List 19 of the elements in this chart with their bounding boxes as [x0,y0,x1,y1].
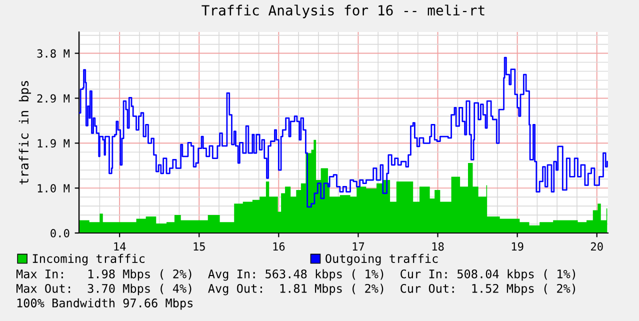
text: Max Out: 3.70 Mbps ( 4%) Avg Out: 1.81 Mbps ( 2%) Cur Out: 1.52 Mbps ( 2%) [16,284,576,296]
x-tick-label: 20 [591,242,603,251]
x-tick-label: 15 [194,242,205,251]
y-tick-label: 3.8 M [37,49,70,58]
legend-label: Outgoing traffic [326,254,438,266]
x-tick-label: 18 [432,242,444,251]
y-axis-title: traffic in bps [18,81,31,184]
chart-title: Traffic Analysis for 16 -- meli-rt [202,4,484,18]
text: 100% Bandwidth 97.66 Mbps [17,298,193,310]
x-tick-label: 19 [512,242,524,251]
x-tick-label: 16 [273,242,285,251]
y-tick-label: 2.9 M [37,94,70,103]
y-tick-label: 1.0 M [38,184,70,192]
text: Max In: 1.98 Mbps ( 2%) Avg In: 563.48 kbps ( 1%) Cur In: 508.04 kbps ( 1%) [16,269,576,281]
y-tick-label: 0.0 [50,229,70,238]
x-tick-label: 17 [352,242,364,251]
x-tick-label: 14 [114,242,126,251]
legend-label: Incoming traffic [32,254,144,266]
y-tick-label: 1.9 M [38,139,70,148]
